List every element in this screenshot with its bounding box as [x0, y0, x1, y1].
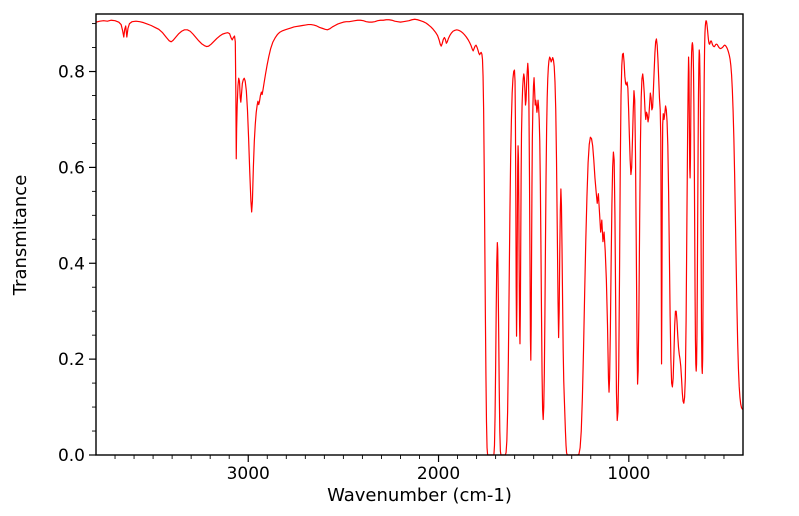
y-tick-label: 0.0 — [58, 446, 85, 466]
x-tick-label: 2000 — [417, 464, 460, 484]
y-axis-label: Transmitance — [10, 174, 31, 296]
spectrum-line — [96, 18, 743, 456]
plot-frame — [95, 13, 744, 456]
y-tick-label: 0.6 — [58, 158, 85, 178]
y-tick-label: 0.8 — [58, 63, 85, 83]
x-axis-label: Wavenumber (cm-1) — [327, 485, 512, 506]
x-tick-label: 3000 — [227, 464, 270, 484]
y-tick-label: 0.4 — [58, 254, 85, 274]
x-tick-label: 1000 — [607, 464, 650, 484]
y-tick-label: 0.2 — [58, 350, 85, 370]
